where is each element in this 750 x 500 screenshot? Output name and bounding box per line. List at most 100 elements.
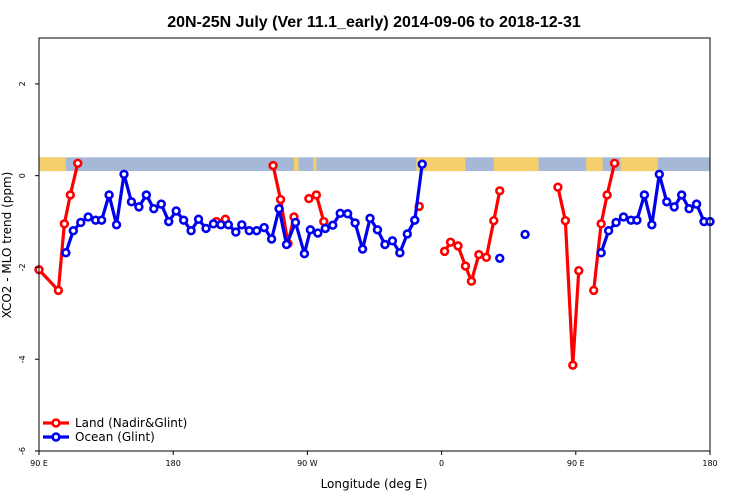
ocean-data-point (237, 220, 247, 230)
ocean-data-point (395, 248, 405, 258)
ocean-data-point (149, 204, 159, 214)
land-data-point (602, 190, 612, 200)
land-data-point (453, 241, 463, 251)
land-data-point (65, 190, 76, 200)
ocean-data-point (654, 169, 665, 179)
x-tick-label: 180 (702, 459, 717, 468)
land-data-point (574, 265, 584, 276)
legend-ocean-marker (51, 432, 61, 442)
y-tick-label: -6 (18, 447, 27, 455)
land-data-point (474, 249, 484, 260)
land-data-point (568, 360, 578, 370)
y-tick-label: -4 (18, 355, 27, 363)
ocean-data-point (328, 220, 338, 230)
ocean-data-point (662, 197, 672, 207)
ocean-data-point (61, 248, 71, 258)
land-data-point (588, 285, 599, 296)
ocean-data-point (676, 190, 687, 200)
ocean-data-point (201, 223, 211, 234)
x-tick-label: 90 E (567, 459, 585, 468)
land-band (293, 157, 299, 172)
land-band (39, 157, 66, 172)
land-data-point (268, 160, 278, 171)
land-data-point (445, 237, 456, 247)
ocean-data-point (611, 217, 621, 228)
ocean-data-point (141, 190, 152, 200)
land-band (586, 157, 603, 172)
land-data-point (481, 252, 492, 263)
legend: Land (Nadir&Glint)Ocean (Glint) (43, 416, 187, 444)
land-band (313, 157, 317, 172)
land-data-point (311, 190, 322, 200)
ocean-data-point (156, 199, 166, 209)
ocean-data-point (305, 225, 316, 235)
y-tick-label: 0 (18, 173, 27, 178)
land-data-point (560, 215, 571, 226)
ocean-data-point (83, 212, 93, 222)
x-tick-label: 90 E (30, 459, 48, 468)
land-data-point (275, 194, 286, 205)
ocean-data-point (76, 217, 86, 228)
ocean-data-point (684, 204, 694, 214)
ocean-data-point (335, 208, 345, 218)
x-tick-label: 90 W (297, 459, 318, 468)
ocean-series-line (599, 172, 710, 254)
land-series-line (556, 186, 581, 367)
x-tick-label: 180 (166, 459, 181, 468)
land-data-point (466, 276, 477, 286)
ocean-data-point (244, 226, 254, 236)
ocean-data-point (178, 215, 189, 225)
ocean-data-point (691, 199, 702, 209)
ocean-data-point (290, 217, 301, 228)
ocean-data-point (134, 202, 144, 212)
land-data-point (553, 182, 563, 192)
land-data-point (439, 246, 450, 257)
ocean-data-point (603, 226, 614, 236)
ocean-data-point (647, 220, 657, 230)
land-ocean-strip (39, 157, 710, 172)
ocean-data-point (639, 190, 650, 200)
land-data-point (53, 285, 64, 296)
ocean-data-point (387, 236, 398, 246)
legend-ocean-label: Ocean (Glint) (75, 430, 155, 444)
ocean-data-point (299, 248, 310, 259)
land-series-line (443, 190, 502, 283)
ocean-data-point (495, 253, 505, 263)
ocean-data-point (104, 190, 114, 200)
x-axis-label: Longitude (deg E) (321, 477, 428, 491)
ocean-data-point (596, 248, 606, 258)
ocean-data-point (223, 220, 234, 230)
x-tick-label: 0 (439, 459, 444, 468)
plot-frame (38, 37, 711, 452)
ocean-data-point (171, 206, 181, 216)
ocean-data-point (266, 234, 277, 244)
ocean-data-point (216, 220, 226, 230)
ocean-data-point (274, 204, 284, 214)
ocean-data-point (402, 229, 413, 239)
land-data-point (495, 186, 505, 196)
land-band (416, 157, 466, 172)
land-series-line (592, 162, 617, 291)
ocean-data-point (281, 239, 292, 250)
chart-title: 20N-25N July (Ver 11.1_early) 2014-09-06… (167, 14, 581, 31)
ocean-data-point (208, 219, 219, 229)
ocean-series-line (64, 163, 424, 256)
ocean-data-point (193, 214, 204, 224)
land-data-point (59, 219, 70, 229)
ocean-data-point (252, 226, 262, 236)
ocean-data-point (186, 226, 196, 236)
ocean-data-point (313, 228, 323, 238)
ocean-data-point (417, 159, 427, 169)
ocean-data-point (520, 229, 530, 240)
ocean-data-point (365, 213, 375, 224)
land-data-point (304, 193, 314, 204)
land-data-point (609, 158, 620, 168)
ocean-data-point (164, 216, 174, 227)
ocean-data-point (96, 215, 107, 225)
land-data-point (596, 219, 606, 229)
y-tick-label: -2 (18, 263, 27, 271)
ocean-data-point (320, 223, 330, 234)
land-data-point (489, 215, 499, 226)
ocean-data-point (669, 202, 679, 212)
axis-ticks: 90 E 180 90 W 0 90 E 180 -6 -4 -2 0 2 (18, 81, 718, 468)
